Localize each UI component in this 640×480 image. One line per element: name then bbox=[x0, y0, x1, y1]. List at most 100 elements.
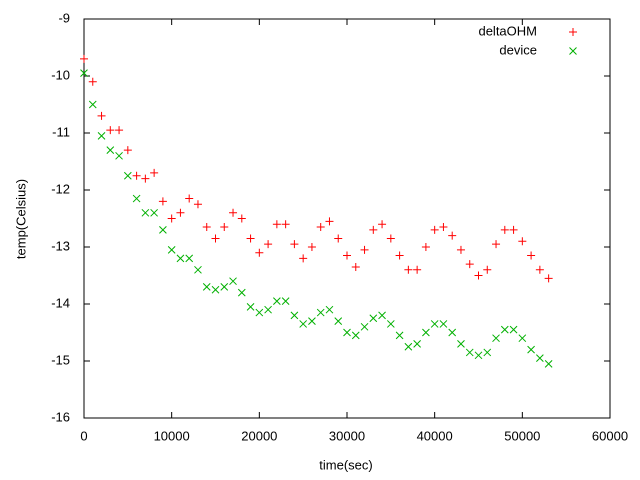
data-point bbox=[150, 208, 158, 217]
data-point bbox=[237, 214, 246, 223]
data-point bbox=[106, 126, 115, 135]
legend-label: device bbox=[499, 42, 537, 57]
data-point bbox=[220, 283, 229, 291]
data-point bbox=[281, 297, 290, 306]
data-point bbox=[88, 100, 97, 109]
data-point bbox=[343, 251, 351, 260]
data-point bbox=[448, 231, 457, 240]
data-point bbox=[535, 265, 544, 274]
data-point bbox=[500, 225, 509, 234]
y-tick-label: -16 bbox=[51, 409, 70, 424]
data-point bbox=[264, 305, 272, 314]
data-point bbox=[439, 320, 448, 328]
data-point bbox=[264, 240, 273, 249]
data-point bbox=[132, 194, 141, 203]
data-point bbox=[518, 237, 527, 246]
data-point bbox=[281, 220, 290, 229]
data-point bbox=[334, 234, 343, 243]
x-tick-label: 40000 bbox=[417, 428, 453, 443]
data-point bbox=[351, 262, 360, 271]
plot-frame bbox=[83, 18, 611, 419]
data-point bbox=[308, 317, 316, 325]
data-point bbox=[123, 146, 132, 155]
data-point bbox=[457, 340, 465, 348]
data-point bbox=[290, 311, 299, 320]
x-tick-label: 20000 bbox=[241, 428, 277, 443]
y-tick-label: -15 bbox=[51, 352, 70, 367]
data-point bbox=[369, 314, 378, 323]
data-point bbox=[386, 320, 395, 328]
data-point bbox=[386, 234, 395, 243]
data-point bbox=[194, 265, 202, 274]
data-point bbox=[246, 234, 255, 243]
x-tick-label: 30000 bbox=[329, 428, 365, 443]
data-point bbox=[316, 308, 325, 317]
x-tick-label: 60000 bbox=[592, 428, 628, 443]
y-tick-label: -12 bbox=[51, 181, 70, 196]
data-point bbox=[185, 254, 194, 263]
data-point bbox=[185, 194, 194, 203]
data-point bbox=[229, 208, 238, 217]
data-point bbox=[492, 240, 501, 249]
x-axis-label: time(sec) bbox=[319, 457, 372, 472]
data-point bbox=[80, 54, 88, 63]
data-point bbox=[316, 223, 325, 232]
data-point bbox=[439, 223, 448, 232]
x-tick-label: 50000 bbox=[504, 428, 540, 443]
data-point bbox=[299, 320, 308, 328]
data-point bbox=[544, 274, 553, 283]
data-point bbox=[448, 328, 457, 337]
y-tick-label: -11 bbox=[52, 124, 70, 139]
data-point bbox=[422, 328, 430, 337]
data-point bbox=[255, 308, 264, 317]
data-point bbox=[351, 331, 360, 340]
data-point bbox=[202, 283, 211, 291]
data-point bbox=[141, 174, 150, 183]
data-point bbox=[307, 243, 316, 251]
data-point bbox=[465, 260, 474, 269]
data-point bbox=[193, 200, 202, 209]
data-point bbox=[299, 254, 308, 263]
data-point bbox=[492, 334, 500, 343]
x-tick-label: 10000 bbox=[154, 428, 190, 443]
data-point bbox=[474, 351, 483, 360]
data-point bbox=[88, 77, 97, 86]
y-tick-label: -14 bbox=[51, 295, 70, 310]
data-point bbox=[176, 254, 185, 263]
data-point bbox=[509, 325, 518, 334]
legend-marker bbox=[569, 47, 577, 55]
data-point bbox=[413, 340, 421, 348]
data-point bbox=[536, 354, 544, 363]
data-point bbox=[360, 245, 369, 254]
data-point bbox=[123, 171, 132, 180]
data-point bbox=[97, 131, 106, 140]
data-point bbox=[527, 251, 536, 260]
data-point bbox=[211, 285, 220, 294]
data-point bbox=[483, 265, 492, 274]
data-point bbox=[167, 214, 176, 223]
data-point bbox=[290, 240, 299, 249]
data-point bbox=[325, 305, 334, 314]
data-point bbox=[97, 111, 106, 120]
data-point bbox=[150, 168, 159, 177]
data-point bbox=[202, 223, 211, 232]
data-point bbox=[132, 171, 141, 180]
data-point bbox=[246, 302, 255, 311]
data-point bbox=[456, 245, 465, 254]
data-point bbox=[273, 297, 281, 306]
data-point bbox=[220, 223, 229, 232]
data-point bbox=[343, 328, 351, 337]
data-point bbox=[106, 146, 115, 154]
data-point bbox=[430, 320, 439, 328]
data-point bbox=[509, 225, 518, 234]
y-tick-label: -13 bbox=[51, 238, 70, 253]
data-point bbox=[115, 151, 123, 160]
data-point bbox=[474, 271, 483, 280]
data-point bbox=[430, 225, 439, 234]
data-point bbox=[413, 265, 422, 274]
data-point bbox=[404, 265, 413, 274]
data-point bbox=[80, 69, 88, 78]
data-point bbox=[465, 348, 474, 357]
y-tick-label: -9 bbox=[58, 10, 70, 25]
data-point bbox=[404, 342, 413, 351]
